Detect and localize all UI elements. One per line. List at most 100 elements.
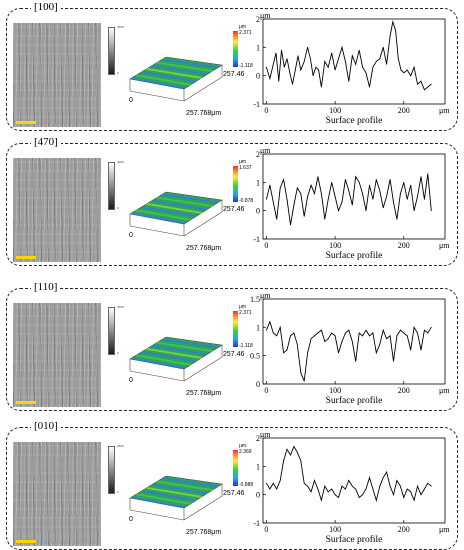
profile-point (365, 488, 367, 490)
profile-line (265, 320, 432, 382)
profile-point (382, 207, 384, 209)
profile-point (279, 326, 281, 328)
grayscale-max: 4000 (117, 444, 124, 448)
sample-panel: [470] 4000 0 257.46 257.768μm 0 μm 1.637 -0.878 2… (6, 135, 458, 266)
surface-dim-y: 257.46 (223, 206, 245, 213)
profile-point (293, 446, 295, 447)
profile-point (318, 69, 319, 71)
profile-point (410, 75, 412, 77)
profile-point (427, 173, 429, 175)
micrograph-image (13, 23, 101, 127)
profile-point (341, 46, 343, 48)
surface-origin: 0 (129, 516, 133, 523)
height-colorbar (233, 166, 238, 202)
profile-point (272, 63, 274, 65)
height-colorbar (233, 31, 238, 67)
y-tick-label: 0 (256, 72, 260, 81)
profile-point (317, 332, 319, 334)
profile-point (389, 485, 391, 487)
grayscale-bar (108, 162, 115, 210)
grayscale-bar (108, 446, 115, 494)
profile-point (327, 338, 329, 340)
surface-origin: 0 (129, 377, 133, 384)
micrograph-texture (13, 303, 101, 407)
surface-axis (183, 211, 223, 237)
profile-point (417, 196, 418, 197)
profile-point (324, 341, 326, 342)
profile-point (310, 491, 312, 493)
profile-point (358, 181, 360, 183)
surface-3d-view: 257.46 257.768μm 0 (129, 191, 245, 252)
profile-point (266, 329, 267, 331)
x-unit-label: μm (439, 241, 450, 250)
profile-point (410, 184, 412, 186)
surface-stripe (155, 196, 214, 207)
profile-point (307, 196, 308, 197)
y-tick-label: 1 (256, 43, 260, 52)
profile-point (386, 471, 387, 473)
panel-label: [470] (31, 135, 61, 149)
profile-point (269, 488, 271, 490)
profile-point (358, 49, 360, 51)
profile-point (403, 181, 405, 183)
y-tick-label: 0 (256, 380, 260, 389)
surface-stripe (155, 341, 214, 352)
profile-point (424, 488, 425, 490)
profile-point (324, 485, 326, 487)
profile-point (292, 83, 293, 85)
y-tick-label: 1 (256, 178, 260, 187)
grayscale-max: 4000 (117, 25, 124, 29)
plot-frame (262, 437, 446, 524)
profile-point (355, 63, 357, 65)
profile-point (286, 58, 288, 60)
profile-line (265, 20, 432, 91)
profile-point (269, 78, 271, 79)
surface-stripe (145, 487, 203, 498)
profile-point (314, 193, 315, 195)
profile-point (369, 335, 370, 337)
profile-point (272, 332, 274, 334)
surface-stripe (160, 477, 220, 488)
height-colorbar (233, 311, 238, 347)
grayscale-min: 0 (117, 71, 119, 75)
sample-panel: [010] 4000 0 257.46 257.768μm 0 μm 2.369 -0.888 2… (6, 419, 458, 550)
profile-point (351, 204, 353, 206)
profile-point (365, 72, 367, 74)
profile-point (420, 176, 422, 178)
profile-point (417, 83, 418, 85)
surface-stripe (145, 68, 203, 79)
profile-point (389, 179, 391, 180)
surface-stripe (140, 71, 198, 83)
profile-point (303, 215, 305, 217)
surface-stripe (155, 61, 214, 72)
y-tick-label: 0 (256, 207, 260, 216)
surface-axis (129, 370, 185, 382)
profile-point (393, 494, 394, 496)
colorbar-max: 2.371 (239, 30, 252, 36)
surface-dim-y: 257.46 (223, 71, 245, 78)
profile-point (379, 485, 381, 487)
profile-point (369, 184, 370, 186)
profile-point (283, 352, 284, 354)
profile-point (427, 482, 429, 484)
profile-point (341, 485, 343, 487)
profile-point (372, 332, 374, 334)
profile-point (334, 69, 336, 71)
profile-point (338, 210, 339, 212)
profile-point (276, 218, 278, 220)
profile-point (362, 335, 363, 337)
profile-point (266, 482, 267, 484)
profile-point (355, 360, 357, 362)
surface-profile-chart: 2 1 0 -1 0 100 200 μm μm Surface profile (253, 11, 450, 126)
surface-stripe (145, 203, 203, 214)
profile-point (403, 72, 405, 74)
profile-point (279, 480, 281, 481)
colorbar-unit: μm (239, 159, 247, 165)
surface-stripe (140, 490, 198, 502)
profile-point (281, 49, 282, 51)
profile-point (293, 332, 295, 334)
profile-point (334, 335, 336, 337)
profile-point (400, 69, 402, 71)
profile-point (424, 89, 425, 91)
profile-point (365, 329, 367, 331)
